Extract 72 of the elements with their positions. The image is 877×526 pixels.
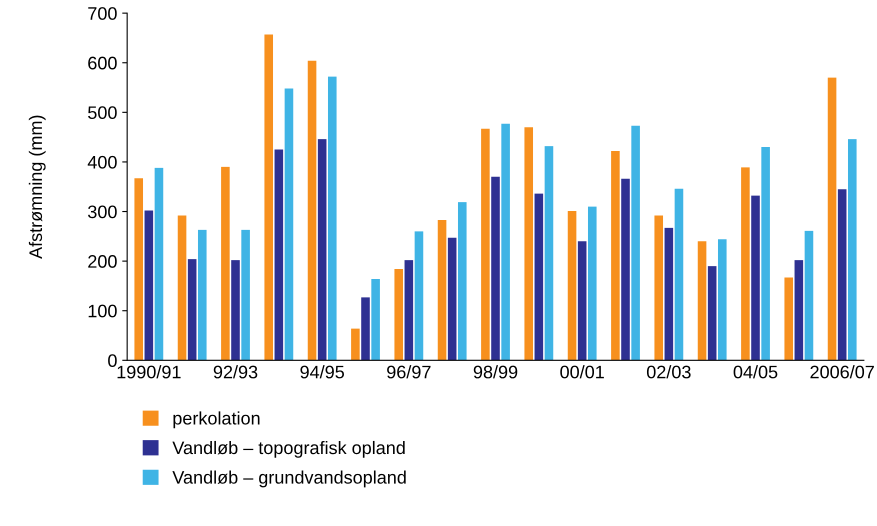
bar	[784, 277, 794, 360]
y-tick-label: 400	[88, 156, 117, 169]
y-tick-label: 0	[108, 354, 117, 368]
bar	[361, 297, 370, 360]
bar	[698, 241, 706, 360]
bar	[308, 60, 316, 360]
bar	[804, 230, 814, 360]
bar	[438, 220, 446, 360]
x-tick-label: 96/97	[387, 365, 431, 378]
legend-label: Vandløb – topografisk opland	[172, 440, 405, 458]
bar	[654, 215, 664, 360]
bar	[448, 238, 456, 360]
bar	[318, 139, 326, 360]
legend-label: Vandløb – grundvandsopland	[172, 470, 406, 488]
bar	[621, 178, 630, 360]
bar	[718, 239, 727, 360]
x-tick-label: 92/93	[214, 365, 258, 378]
bar	[154, 168, 164, 360]
bar	[491, 176, 500, 360]
x-tick-label: 1990/91	[118, 365, 181, 378]
bar	[134, 178, 144, 360]
bar	[761, 147, 770, 360]
x-tick-label: 04/05	[734, 365, 778, 378]
bar	[524, 127, 534, 360]
bar	[221, 166, 230, 360]
bar	[241, 230, 250, 360]
bar	[394, 269, 404, 360]
bar	[838, 189, 846, 360]
bar	[631, 126, 640, 360]
bar	[534, 194, 544, 360]
bar	[674, 188, 684, 360]
y-tick-label: 600	[88, 56, 117, 70]
bar	[848, 139, 857, 360]
bar	[351, 328, 360, 360]
x-tick-label: 94/95	[300, 365, 344, 378]
bar	[414, 231, 424, 360]
bar	[741, 167, 750, 360]
bar	[274, 150, 284, 360]
bar	[198, 230, 207, 360]
y-tick-label: 100	[88, 304, 117, 318]
bar	[231, 260, 240, 360]
bar	[664, 228, 674, 360]
bar	[708, 266, 716, 360]
bar	[178, 215, 186, 360]
bar	[481, 128, 490, 360]
bar	[588, 206, 597, 360]
x-tick-label: 98/99	[474, 365, 518, 378]
bar	[828, 78, 836, 360]
y-tick-label: 300	[88, 205, 117, 218]
bar	[264, 34, 274, 360]
y-tick-label: 500	[88, 106, 117, 120]
bar	[611, 151, 620, 360]
bar	[371, 278, 380, 360]
y-axis-title: Afstrømning (mm)	[28, 116, 46, 259]
legend-label: perkolation	[173, 411, 260, 428]
bar	[458, 202, 467, 360]
bar	[284, 88, 294, 360]
bar	[404, 260, 414, 360]
x-tick-label: 02/03	[646, 365, 691, 378]
x-tick-label: 00/01	[560, 365, 604, 378]
bar	[328, 76, 337, 360]
y-tick-label: 700	[88, 7, 117, 20]
bar	[751, 196, 760, 360]
bar	[544, 146, 554, 360]
y-tick-label: 200	[88, 255, 117, 268]
bar	[144, 210, 154, 360]
bar	[188, 259, 196, 360]
bar	[794, 260, 804, 360]
bar	[501, 124, 510, 360]
bar	[578, 241, 586, 360]
x-tick-label: 2006/07	[810, 365, 874, 378]
bar	[568, 211, 576, 360]
